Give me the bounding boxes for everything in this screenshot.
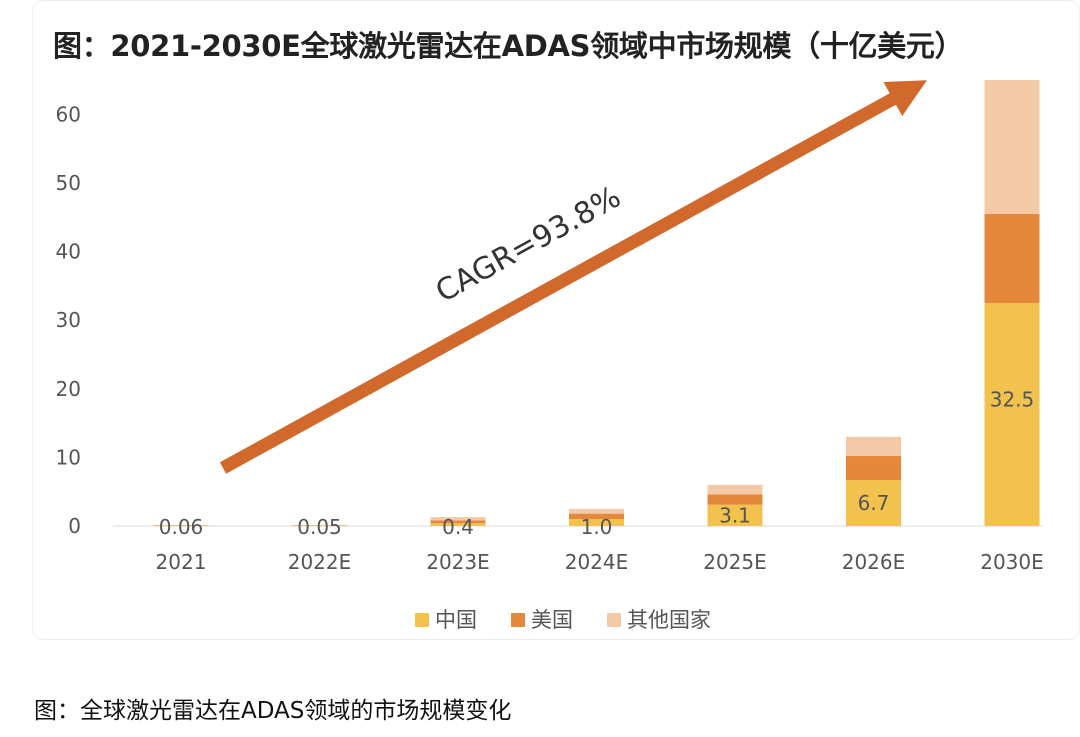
- data-label: 32.5: [990, 388, 1035, 412]
- cagr-label: CAGR=93.8%: [430, 180, 627, 310]
- x-tick-label: 2021: [156, 550, 207, 574]
- cagr-annotation: CAGR=93.8%: [219, 80, 927, 474]
- bar-segment: [430, 523, 486, 526]
- bar-segment: [707, 484, 763, 495]
- bar-segment: [430, 520, 486, 524]
- y-tick-label: 0: [68, 514, 81, 538]
- legend-label: 美国: [531, 608, 573, 632]
- x-tick-label: 2024E: [565, 550, 629, 574]
- x-tick-label: 2025E: [703, 550, 767, 574]
- data-label: 3.1: [719, 503, 751, 527]
- bar-segment: [707, 504, 763, 526]
- data-label: 1.0: [581, 515, 613, 539]
- bar-segment: [984, 80, 1040, 214]
- legend: 中国 美国 其他国家: [415, 608, 711, 632]
- x-tick-label: 2022E: [288, 550, 352, 574]
- legend-swatch: [415, 613, 429, 627]
- chart-card: 0 10 20 30 40 50 60 2021 2022E 2023E 2024E 2025E 20…: [32, 0, 1080, 640]
- x-tick-label: 2023E: [426, 550, 490, 574]
- cagr-arrow: [219, 80, 927, 474]
- bar-segment: [707, 494, 763, 505]
- x-tick-label: 2026E: [842, 550, 906, 574]
- legend-swatch: [511, 613, 525, 627]
- y-tick-label: 10: [56, 445, 81, 469]
- legend-swatch: [607, 613, 621, 627]
- bar-segment: [984, 213, 1040, 303]
- bars: 0.06 0.05 0.4 1.0 3.1 6.7 32.5: [153, 80, 1040, 539]
- data-label: 0.4: [442, 515, 474, 539]
- y-axis: 0 10 20 30 40 50 60: [56, 102, 81, 538]
- y-tick-label: 20: [56, 377, 81, 401]
- data-label: 6.7: [858, 491, 890, 515]
- bar-segment: [569, 508, 624, 514]
- y-tick-label: 50: [56, 171, 81, 195]
- bar-segment: [569, 513, 624, 520]
- x-axis: 2021 2022E 2023E 2024E 2025E 2026E 2030E: [113, 525, 1044, 574]
- data-label: 0.05: [297, 515, 342, 539]
- legend-label: 其他国家: [627, 608, 711, 632]
- bar-segment: [846, 480, 901, 526]
- bar-segment: [569, 519, 624, 526]
- data-label: 0.06: [159, 515, 204, 539]
- chart-title: 图：2021-2030E全球激光雷达在ADAS领域中市场规模（十亿美元）: [53, 29, 964, 63]
- bar-segment: [846, 436, 901, 457]
- bar-segment: [430, 517, 486, 521]
- y-tick-label: 60: [56, 102, 81, 126]
- bar-segment: [846, 456, 901, 481]
- y-tick-label: 40: [56, 240, 81, 264]
- x-tick-label: 2030E: [980, 550, 1044, 574]
- figure-caption: 图：全球激光雷达在ADAS领域的市场规模变化: [34, 698, 512, 724]
- bar-segment: [984, 303, 1040, 526]
- legend-label: 中国: [435, 608, 477, 632]
- y-tick-label: 30: [56, 308, 81, 332]
